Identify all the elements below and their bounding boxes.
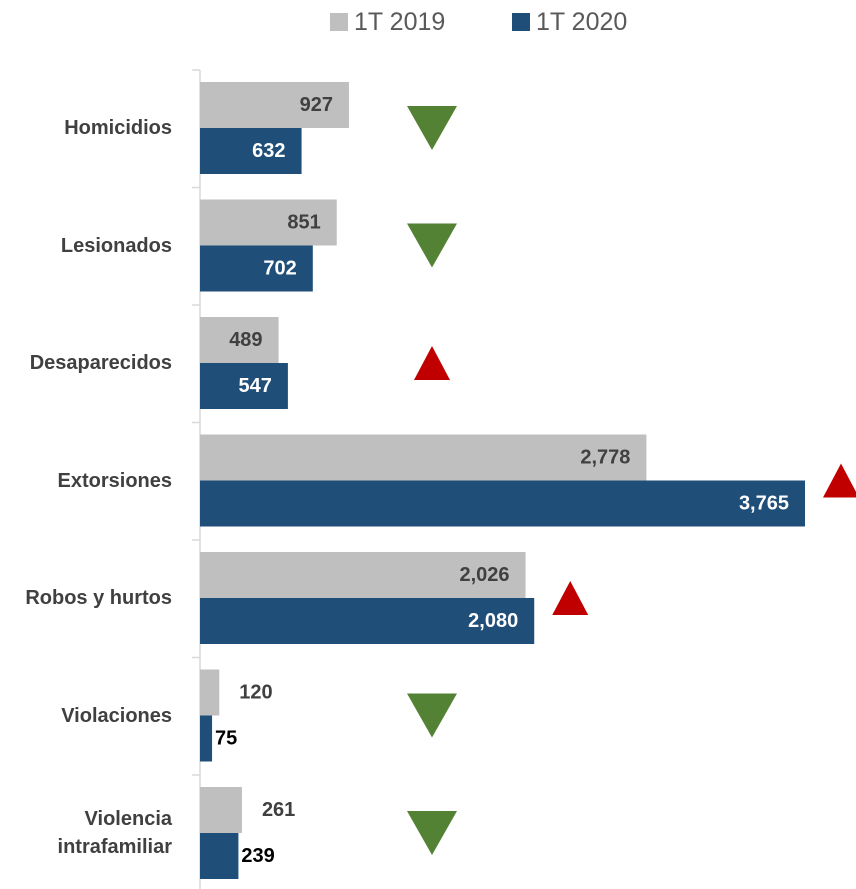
legend-swatch <box>512 13 530 31</box>
up-arrow <box>414 346 450 380</box>
category-label: Robos y hurtos <box>25 587 172 609</box>
value-label: 239 <box>241 845 274 867</box>
value-label: 702 <box>263 258 296 280</box>
bar <box>200 317 279 363</box>
value-label: 927 <box>300 94 333 116</box>
category-label: Violencia intrafamiliar <box>57 808 172 858</box>
bar <box>200 787 242 833</box>
bar <box>200 833 239 879</box>
value-label: 851 <box>287 212 320 234</box>
bar <box>200 363 288 409</box>
bar <box>200 128 302 174</box>
down-arrow <box>407 106 457 150</box>
up-arrow <box>552 581 589 615</box>
bar <box>200 245 313 292</box>
legend-swatch <box>330 13 348 31</box>
up-arrow <box>823 463 856 498</box>
value-label: 2,778 <box>580 447 630 469</box>
down-arrow <box>407 693 457 738</box>
category-label: Lesionados <box>60 234 172 257</box>
category-label: Desaparecidos <box>29 352 172 374</box>
down-arrow <box>407 223 457 268</box>
value-label: 2,026 <box>459 564 509 586</box>
value-label: 632 <box>252 140 285 162</box>
bar <box>200 199 337 246</box>
category-label: Homicidios <box>64 117 172 139</box>
value-label: 489 <box>229 329 262 351</box>
value-label: 547 <box>239 375 272 397</box>
category-label: Extorsiones <box>57 469 172 492</box>
value-label: 261 <box>262 799 295 821</box>
legend-label: 1T 2019 <box>354 8 445 36</box>
bar <box>200 552 526 598</box>
value-label: 75 <box>215 728 237 750</box>
legend-label: 1T 2020 <box>536 8 627 36</box>
bar <box>200 434 647 481</box>
bar <box>200 598 535 644</box>
value-label: 3,765 <box>739 493 789 515</box>
bar <box>200 715 213 762</box>
bar <box>200 480 805 527</box>
category-label: Violaciones <box>61 704 172 727</box>
down-arrow <box>407 811 457 855</box>
bar <box>200 669 220 716</box>
bar <box>200 82 349 128</box>
value-label: 120 <box>239 682 272 704</box>
value-label: 2,080 <box>468 610 518 632</box>
